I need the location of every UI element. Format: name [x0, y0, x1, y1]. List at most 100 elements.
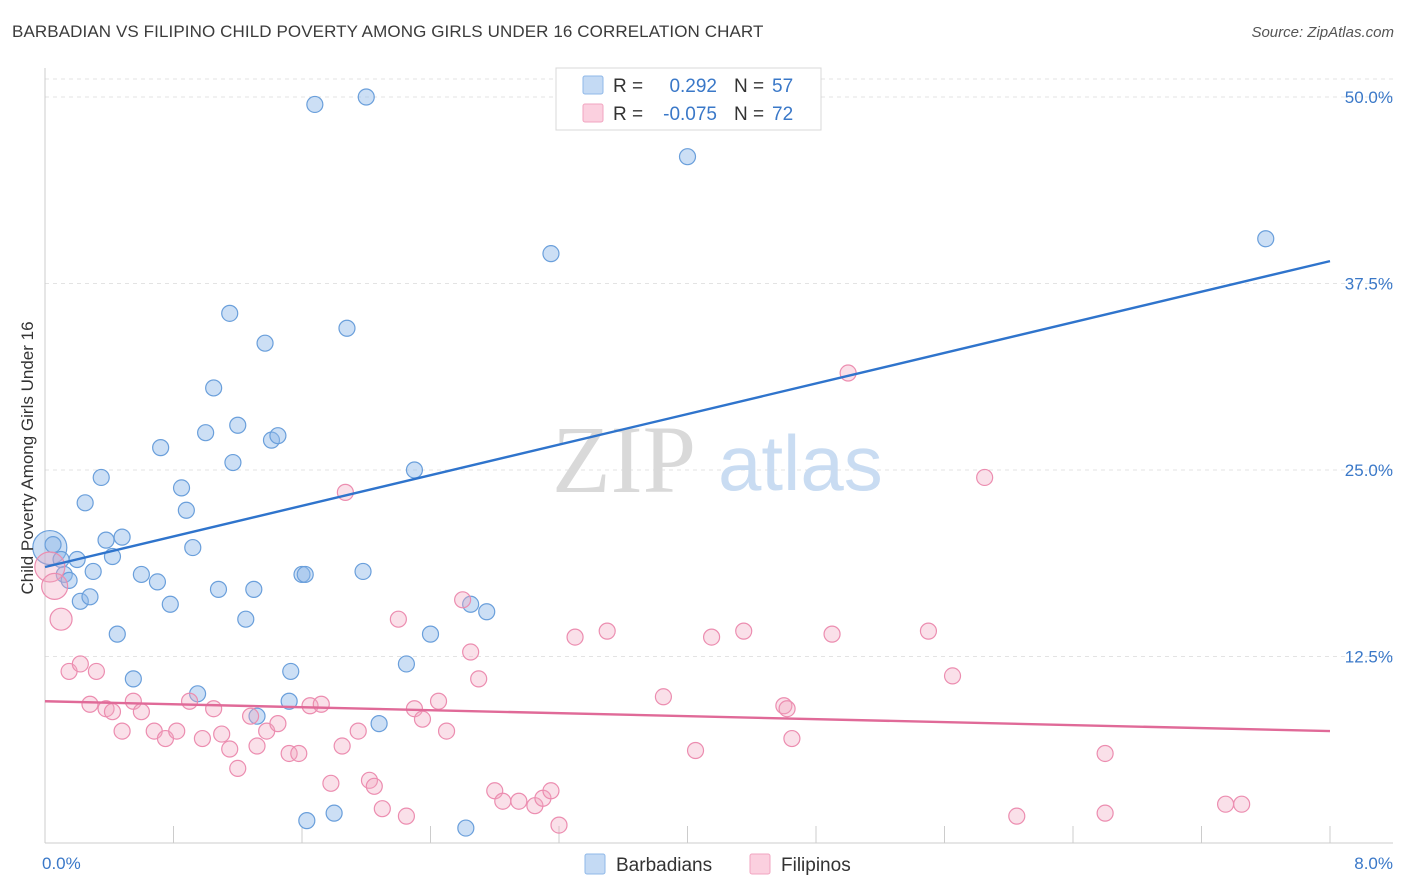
barbadians-point-25	[205, 379, 223, 397]
filipinos-point-52	[566, 628, 584, 646]
stats-legend: R = 0.292 N = 57 R = -0.075 N = 72	[555, 67, 822, 131]
barbadians-point-33	[256, 334, 274, 352]
barbadians-point-28	[224, 453, 242, 472]
filipinos-point-25	[280, 744, 298, 763]
y-tick-labels: 12.5% 25.0% 37.5% 50.0%	[1345, 88, 1393, 667]
barbadians-point-13	[108, 625, 126, 643]
filipinos-point-39	[413, 710, 432, 728]
barbadians-point-49	[421, 625, 440, 643]
filipinos-point-51	[550, 816, 568, 834]
barbadians-point-51	[462, 595, 480, 613]
barbadians-point-47	[397, 655, 416, 673]
barbadians-point-35	[269, 427, 287, 445]
filipinos-point-14	[168, 722, 186, 740]
barbadians-point-14	[113, 528, 131, 546]
filipinos-point-6	[87, 662, 106, 681]
barbadians-point-4	[60, 571, 78, 590]
filipinos-point-70	[1233, 795, 1251, 813]
filipinos-point-67	[1096, 744, 1114, 763]
legend-r-value-2: -0.075	[663, 104, 717, 125]
filipinos-point-4	[71, 655, 89, 673]
barbadians-point-11	[97, 531, 115, 549]
x-tick-labels: 0.0% 8.0%	[42, 854, 1393, 873]
barbadians-point-21	[177, 501, 195, 519]
barbadians-point-43	[338, 319, 356, 337]
filipinos-point-59	[778, 700, 796, 718]
series-filipinos-points	[34, 364, 1251, 834]
filipinos-point-24	[269, 715, 287, 733]
trend-lines	[44, 259, 1331, 733]
filipinos-point-15	[180, 692, 199, 710]
y-tick-label-0: 12.5%	[1345, 648, 1393, 667]
filipinos-point-47	[510, 792, 528, 810]
filipinos-point-69	[1216, 795, 1235, 813]
barbadians-point-48	[405, 461, 424, 479]
filipinos-point-34	[365, 777, 383, 795]
source-label: Source: ZipAtlas.com	[1251, 24, 1394, 41]
axes	[44, 68, 1393, 844]
y-tick-label-2: 37.5%	[1345, 275, 1393, 294]
watermark-zip: ZIP	[552, 406, 696, 513]
barbadians-point-41	[306, 95, 324, 114]
barbadians-point-54	[678, 148, 697, 166]
barbadians-point-37	[282, 662, 300, 681]
filipinos-point-61	[823, 625, 841, 643]
barbadians-point-24	[197, 424, 215, 442]
filipinos-point-16	[193, 729, 212, 748]
barbadians-point-40	[298, 812, 316, 830]
filipinos-point-22	[248, 737, 266, 755]
filipinos-point-28	[312, 695, 330, 713]
filipinos-point-2	[49, 607, 73, 631]
barbadians-point-19	[161, 595, 179, 613]
filipinos-point-64	[943, 667, 962, 685]
series-legend: Barbadians Filipinos	[584, 853, 851, 876]
filipinos-point-30	[333, 737, 351, 755]
barbadians-point-8	[81, 588, 99, 606]
legend-r-value-1: 0.292	[669, 76, 717, 97]
bottom-legend-swatch-barbadians	[584, 853, 606, 875]
watermark-atlas: atlas	[718, 419, 883, 507]
filipinos-point-58	[775, 697, 793, 715]
filipinos-point-1	[41, 572, 69, 600]
barbadians-point-18	[152, 439, 170, 457]
barbadians-point-36	[280, 692, 298, 710]
filipinos-point-42	[454, 591, 472, 609]
barbadians-point-31	[245, 580, 263, 598]
filipinos-point-40	[429, 692, 448, 710]
legend-n-label-1: N =	[734, 76, 764, 97]
filipinos-point-21	[242, 707, 260, 725]
filipinos-point-8	[103, 703, 122, 721]
bottom-legend-label-barbadians: Barbadians	[616, 855, 712, 876]
series-barbadians-points	[32, 88, 1275, 837]
filipinos-point-63	[919, 622, 938, 640]
filipinos-point-43	[462, 643, 480, 661]
filipinos-point-65	[976, 468, 994, 487]
filipinos-point-44	[470, 670, 488, 688]
filipinos-point-68	[1096, 804, 1114, 822]
filipinos-point-62	[839, 364, 857, 382]
barbadians-point-52	[478, 603, 496, 621]
barbadians-point-39	[296, 565, 314, 584]
filipinos-point-41	[437, 722, 456, 740]
filipinos-point-19	[221, 740, 239, 758]
filipinos-point-5	[81, 695, 99, 713]
filipinos-point-9	[113, 722, 131, 740]
filipinos-point-36	[389, 610, 407, 628]
filipinos-point-17	[205, 700, 223, 718]
filipinos-trend-line	[44, 700, 1331, 733]
filipinos-point-60	[783, 729, 801, 748]
legend-n-value-2: 72	[772, 104, 793, 125]
legend-swatch-filipinos	[582, 103, 604, 123]
filipinos-point-57	[735, 622, 753, 640]
filipinos-point-20	[229, 759, 247, 778]
filipinos-point-54	[654, 688, 673, 706]
barbadians-point-50	[457, 819, 475, 837]
watermark: ZIP atlas	[552, 406, 883, 513]
barbadians-point-1	[44, 535, 62, 554]
filipinos-point-29	[322, 774, 340, 792]
filipinos-point-32	[349, 722, 367, 740]
legend-r-label-1: R =	[613, 76, 643, 97]
chart-title: BARBADIAN VS FILIPINO CHILD POVERTY AMON…	[12, 22, 764, 41]
bottom-legend-label-filipinos: Filipinos	[781, 855, 851, 876]
